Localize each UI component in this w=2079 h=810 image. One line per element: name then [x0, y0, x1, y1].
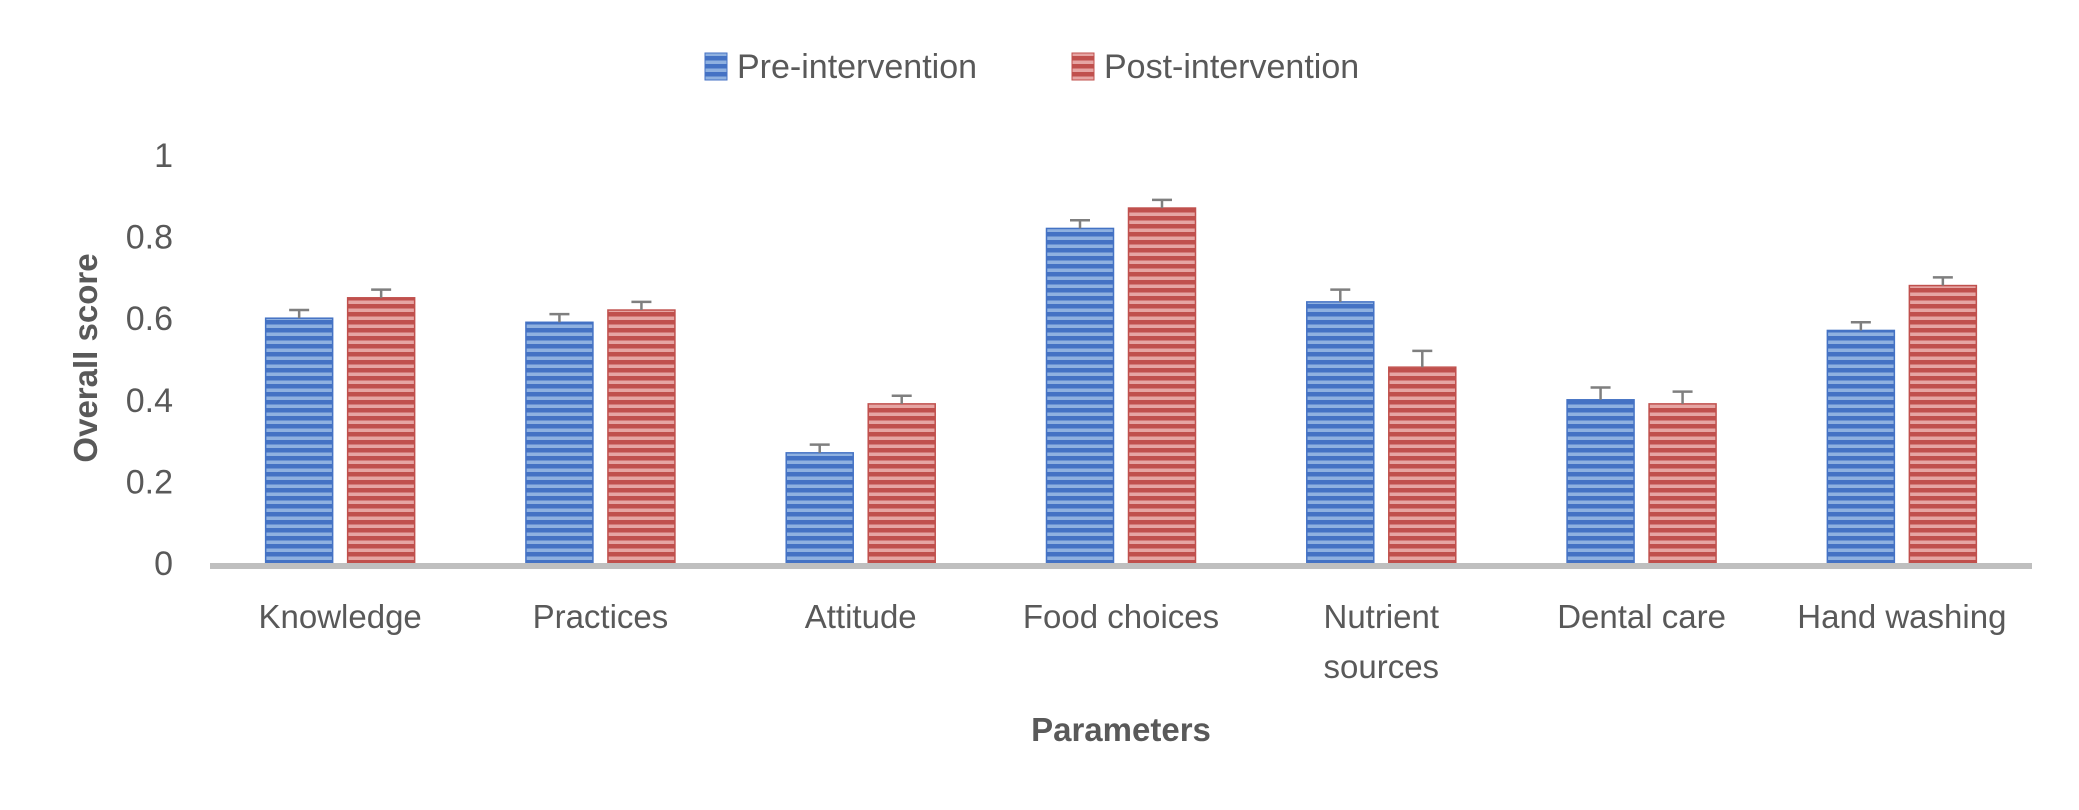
legend-swatch-pre-intervention	[704, 52, 728, 81]
x-tick-label-attitude: Attitude	[805, 598, 917, 635]
y-tick-label: 1	[154, 137, 173, 175]
bar-pre-intervention-food-choices	[1045, 227, 1115, 564]
x-tick-label-food-choices: Food choices	[1023, 598, 1219, 635]
bar-pre-intervention-hand-washing	[1826, 329, 1896, 564]
legend: Pre-intervention Post-intervention	[704, 48, 1359, 86]
bar-pre-intervention-dental-care	[1566, 399, 1635, 564]
bar-post-intervention-food-choices	[1127, 207, 1197, 564]
x-tick-label-knowledge: Knowledge	[258, 598, 421, 635]
y-tick-label: 0.4	[126, 382, 173, 420]
bar-post-intervention-hand-washing	[1908, 284, 1978, 564]
bar-series	[264, 207, 1978, 564]
bar-post-intervention-practices	[607, 309, 676, 564]
bar-pre-intervention-nutrient-sources	[1306, 301, 1375, 564]
error-bars	[289, 198, 1953, 453]
x-tick-label-nutrient-sources: Nutrient	[1324, 598, 1440, 635]
x-tick-label-nutrient-sources: sources	[1324, 648, 1440, 685]
bar-post-intervention-dental-care	[1648, 403, 1717, 564]
x-tick-label-hand-washing: Hand washing	[1797, 598, 2006, 635]
y-tick-label: 0	[154, 545, 173, 583]
y-tick-label: 0.6	[126, 300, 173, 338]
x-axis-title: Parameters	[1031, 711, 1211, 748]
y-axis-ticks: 0 0.2 0.4 0.6 0.8 1	[126, 137, 173, 583]
bar-pre-intervention-attitude	[785, 452, 854, 564]
y-axis-title: Overall score	[67, 253, 104, 462]
bar-pre-intervention-knowledge	[264, 317, 334, 564]
legend-label-post-intervention: Post-intervention	[1104, 48, 1359, 86]
bar-post-intervention-knowledge	[346, 297, 416, 564]
legend-swatch-post-intervention	[1071, 52, 1095, 81]
bar-post-intervention-attitude	[867, 403, 936, 564]
x-tick-label-practices: Practices	[533, 598, 669, 635]
x-tick-label-dental-care: Dental care	[1557, 598, 1726, 635]
y-tick-label: 0.2	[126, 463, 173, 501]
category-labels: Knowledge Practices Attitude Food choices Nu…	[258, 598, 2006, 685]
bar-pre-intervention-practices	[525, 321, 594, 564]
legend-label-pre-intervention: Pre-intervention	[737, 48, 977, 86]
bar-post-intervention-nutrient-sources	[1388, 366, 1457, 564]
y-tick-label: 0.8	[126, 219, 173, 257]
